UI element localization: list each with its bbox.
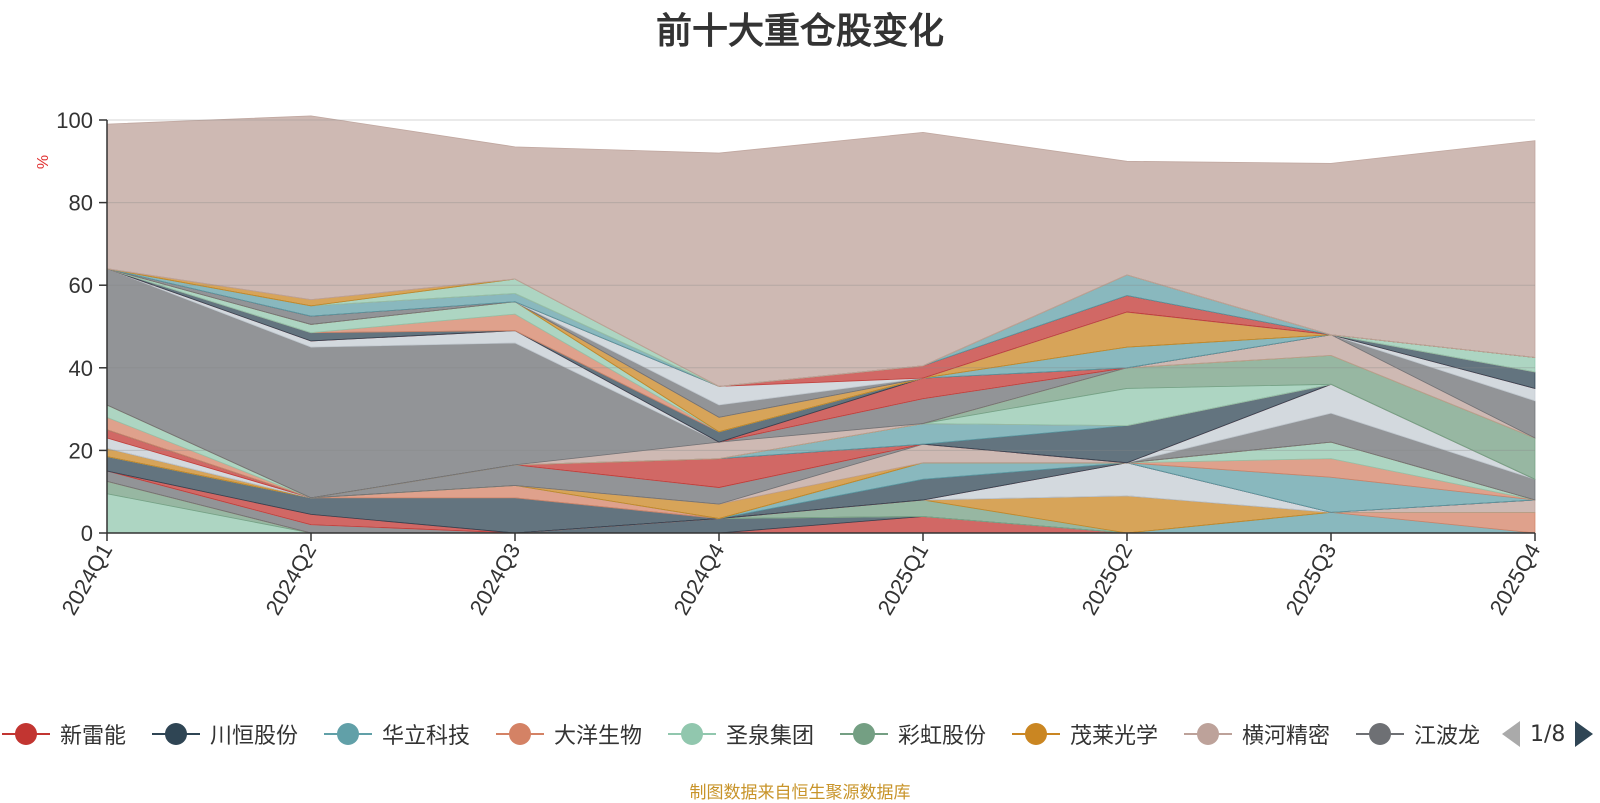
legend-marker-icon [496, 723, 544, 745]
legend-page-indicator: 1/8 [1530, 721, 1566, 747]
legend-item-8[interactable]: 江波龙 [1354, 712, 1480, 756]
grid-layer [107, 119, 1535, 451]
chart-title: 前十大重仓股变化 [655, 11, 944, 52]
legend-marker-icon [2, 723, 50, 745]
legend-marker-icon [668, 723, 716, 745]
y-tick-label-2: 40 [69, 356, 93, 381]
legend-label: 华立科技 [382, 724, 471, 749]
legend-label: 大洋生物 [554, 724, 643, 749]
x-tick-label-6: 2025Q3 [1281, 539, 1342, 619]
legend-label: 横河精密 [1242, 724, 1331, 749]
x-tick-label-3: 2024Q4 [669, 539, 730, 619]
legend-item-2[interactable]: 华立科技 [322, 712, 470, 756]
legend-marker-icon [1184, 723, 1232, 745]
legend-label: 江波龙 [1414, 724, 1481, 749]
x-tick-label-0: 2024Q1 [57, 539, 118, 619]
legend-marker-icon [840, 723, 888, 745]
legend-item-5[interactable]: 彩虹股份 [838, 712, 986, 756]
legend-item-0[interactable]: 新雷能 [0, 712, 126, 756]
legend-label: 川恒股份 [210, 724, 299, 749]
x-tick-label-1: 2024Q2 [261, 539, 322, 619]
legend-marker-icon [152, 723, 200, 745]
y-tick-label-1: 20 [69, 438, 93, 463]
legend-marker-icon [1356, 723, 1404, 745]
y-tick-label-4: 80 [69, 191, 93, 216]
legend-marker-icon [1012, 723, 1060, 745]
legend-item-1[interactable]: 川恒股份 [150, 712, 298, 756]
x-tick-label-5: 2025Q2 [1077, 539, 1138, 619]
prev-page-icon[interactable] [1500, 719, 1522, 749]
legend-label: 彩虹股份 [898, 724, 987, 749]
x-tick-label-7: 2025Q4 [1485, 539, 1546, 619]
legend-label: 圣泉集团 [726, 724, 815, 749]
legend-item-6[interactable]: 茂莱光学 [1010, 712, 1158, 756]
legend-marker-icon [324, 723, 372, 745]
legend-item-7[interactable]: 横河精密 [1182, 712, 1330, 756]
y-axis-label: % [35, 155, 52, 169]
y-tick-label-5: 100 [56, 108, 93, 133]
legend-item-3[interactable]: 大洋生物 [494, 712, 642, 756]
legend-clip: 新雷能 川恒股份 华立科技 大洋生物 圣泉集团 彩虹股份 茂莱光学 横河精密 江波龙 [0, 712, 1490, 756]
legend-item-4[interactable]: 圣泉集团 [666, 712, 814, 756]
x-tick-label-4: 2025Q1 [873, 539, 934, 619]
legend-label: 茂莱光学 [1070, 724, 1159, 749]
y-tick-label-3: 60 [69, 273, 93, 298]
source-note: 制图数据来自恒生聚源数据库 [689, 783, 911, 803]
area-series-48 [106, 115, 1536, 387]
next-page-icon[interactable] [1573, 719, 1595, 749]
stacked-area-chart: 0 20 40 60 80 100 2024Q1 2024Q2 2024Q3 2024Q4 2025… [35, 108, 1546, 619]
y-tick-label-0: 0 [81, 521, 93, 546]
legend-label: 新雷能 [60, 724, 127, 749]
legend-pager: 1/8 [1500, 714, 1600, 754]
areas-layer [106, 115, 1536, 534]
legend: 新雷能 川恒股份 华立科技 大洋生物 圣泉集团 彩虹股份 茂莱光学 横河精密 江波龙 [0, 712, 1600, 756]
x-tick-label-2: 2024Q3 [465, 539, 526, 619]
